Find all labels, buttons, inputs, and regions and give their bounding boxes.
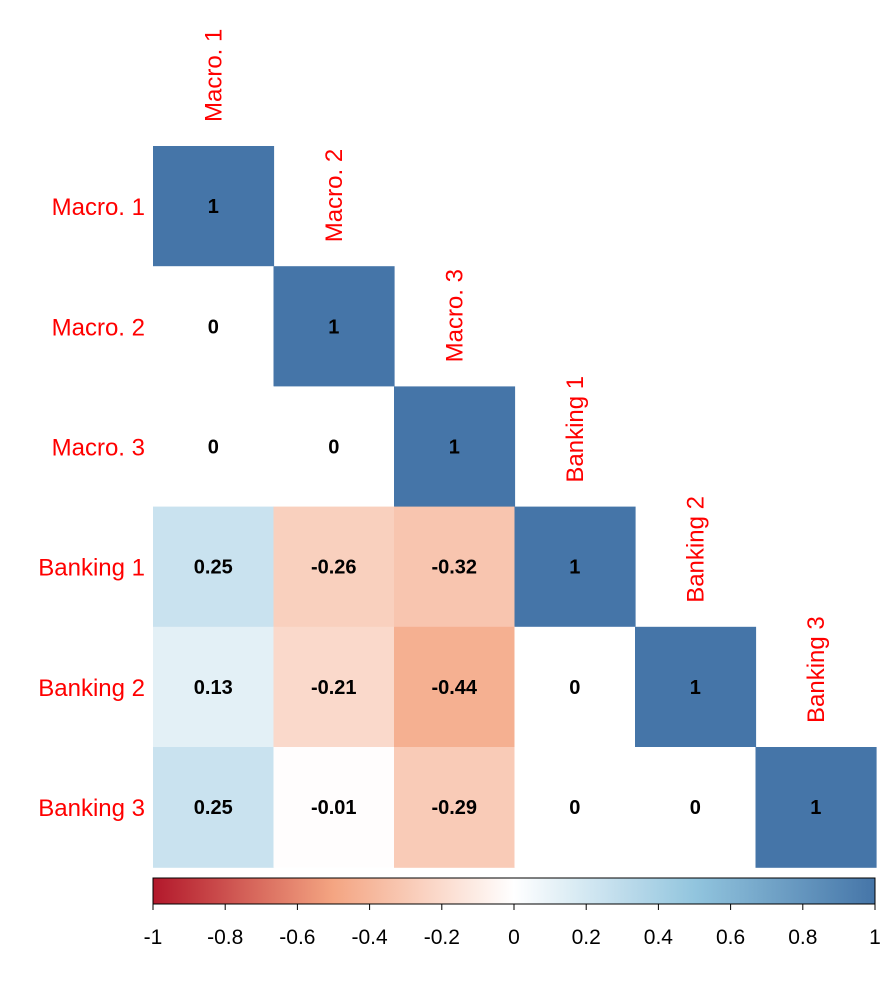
column-label-banking-3: Banking 3 [803,616,830,723]
cell-value-banking-3-banking-1: 0 [569,797,580,819]
row-label-macro-3: Macro. 3 [52,435,145,462]
heatmap-cell-banking-3-banking-1 [514,747,636,868]
heatmap-cell-banking-1-macro-3 [394,506,516,628]
colorbar-tick-label: -1 [144,926,163,949]
row-label-banking-2: Banking 2 [38,675,145,702]
column-label-banking-1: Banking 1 [562,376,589,483]
heatmap-cell-banking-2-banking-2 [635,626,757,748]
colorbar-tick-label: -0.8 [207,926,243,949]
heatmap-cell-banking-3-banking-2 [635,747,757,868]
heatmap-cell-macro-3-macro-3 [394,386,516,508]
colorbar-gradient [152,877,876,905]
column-label-banking-2: Banking 2 [682,496,709,603]
column-label-macro-2: Macro. 2 [321,149,348,242]
column-label-macro-1: Macro. 1 [200,29,227,122]
colorbar-tick-label: 1 [869,926,881,949]
colorbar-tick-label: 0.4 [644,926,674,949]
cell-value-macro-1-macro-1: 1 [208,196,219,218]
colorbar-tick-label: -0.2 [424,926,460,949]
cell-value-macro-2-macro-2: 1 [328,316,339,338]
heatmap-cell-banking-3-macro-1 [153,747,275,868]
heatmap-cell-banking-2-banking-1 [514,626,636,748]
heatmap-cells [153,146,877,868]
row-label-banking-3: Banking 3 [38,795,145,822]
column-label-macro-3: Macro. 3 [441,269,468,362]
heatmap-cell-labels: 1 0 1 0 0 1 0.25 -0.26 -0.32 1 0.13 -0.21 -0.44 0 1 0.2… [194,196,822,819]
cell-value-banking-3-banking-2: 0 [690,797,701,819]
cell-value-banking-3-macro-2: -0.01 [311,797,357,819]
colorbar: -1 -0.8 -0.6 -0.4 -0.2 0 0.2 0.4 0.6 0.8 1 [144,877,881,949]
cell-value-banking-1-macro-3: -0.32 [431,557,477,579]
heatmap-cell-macro-3-macro-1 [153,386,275,508]
cell-value-banking-1-macro-2: -0.26 [311,557,357,579]
cell-value-banking-2-banking-2: 1 [690,677,701,699]
row-label-macro-1: Macro. 1 [52,194,145,221]
cell-value-banking-1-macro-1: 0.25 [194,557,233,579]
cell-value-macro-3-macro-2: 0 [328,437,339,459]
heatmap-cell-banking-3-macro-3 [394,747,516,868]
cell-value-banking-3-macro-1: 0.25 [194,797,233,819]
colorbar-tick-label: 0.8 [788,926,817,949]
heatmap-cell-macro-1-macro-1 [153,146,275,267]
colorbar-tick-label: -0.4 [352,926,389,949]
cell-value-banking-1-banking-1: 1 [569,557,580,579]
row-labels: Macro. 1 Macro. 2 Macro. 3 Banking 1 Banking… [38,194,145,822]
cell-value-banking-2-macro-1: 0.13 [194,677,233,699]
heatmap-cell-banking-2-macro-1 [153,626,275,748]
row-label-macro-2: Macro. 2 [52,314,145,341]
cell-value-macro-3-macro-3: 1 [449,437,460,459]
colorbar-tick-label: 0 [508,926,520,949]
cell-value-banking-3-macro-3: -0.29 [431,797,477,819]
colorbar-tick-label: 0.6 [716,926,745,949]
cell-value-banking-2-macro-3: -0.44 [431,677,477,699]
cell-value-banking-2-macro-2: -0.21 [311,677,357,699]
heatmap-cell-banking-1-macro-2 [273,506,395,628]
heatmap-cell-banking-3-macro-2 [273,747,395,868]
heatmap-cell-banking-2-macro-2 [273,626,395,748]
colorbar-tick-label: -0.6 [279,926,315,949]
heatmap-cell-banking-3-banking-3 [755,747,877,868]
cell-value-banking-2-banking-1: 0 [569,677,580,699]
column-labels: Macro. 1 Macro. 2 Macro. 3 Banking 1 Banking… [200,29,830,723]
heatmap-cell-banking-1-macro-1 [153,506,275,628]
heatmap-cell-macro-2-macro-1 [153,266,275,387]
cell-value-macro-2-macro-1: 0 [208,316,219,338]
heatmap-cell-macro-2-macro-2 [273,266,395,387]
cell-value-banking-3-banking-3: 1 [810,797,821,819]
colorbar-tick-label: 0.2 [572,926,601,949]
row-label-banking-1: Banking 1 [38,555,145,582]
heatmap-cell-banking-1-banking-1 [514,506,636,628]
heatmap-cell-macro-3-macro-2 [273,386,395,508]
cell-value-macro-3-macro-1: 0 [208,437,219,459]
heatmap-cell-banking-2-macro-3 [394,626,516,748]
